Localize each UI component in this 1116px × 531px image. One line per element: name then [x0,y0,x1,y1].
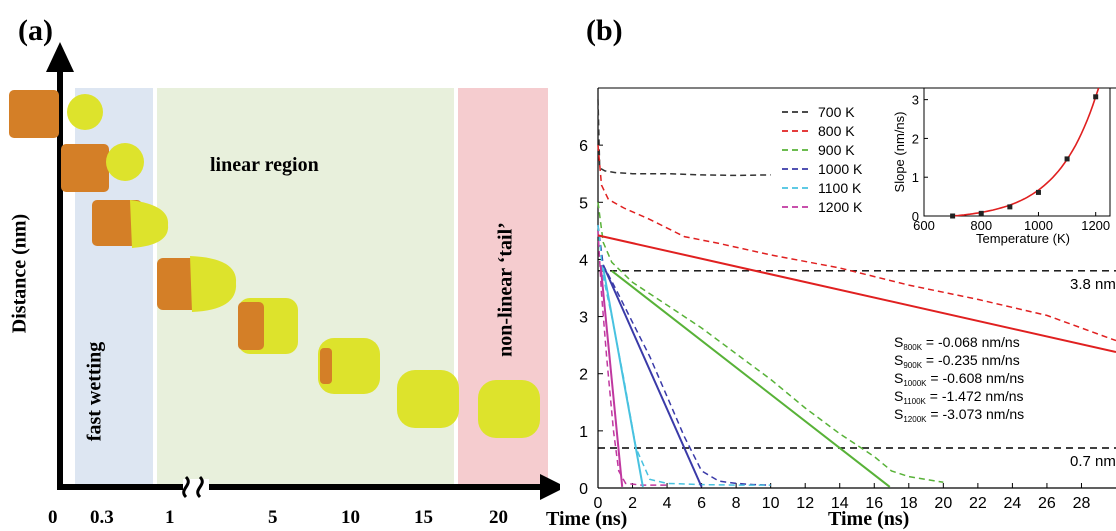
x-tick-label: 26 [1038,495,1056,512]
y-tick-label: 2 [579,367,588,384]
snapshot-3 [92,200,169,248]
inset-data-point [1064,156,1070,162]
y-tick-label: 5 [579,195,588,212]
region-label-linear: linear region [210,154,319,176]
inset-x-axis-title: Temperature (K) [976,231,1070,246]
data-series-line [597,202,944,484]
inset-data-point [1007,204,1013,210]
legend-entry: 1100 K [818,180,862,196]
inset-x-tick-label: 600 [913,218,935,233]
slope-equation: S1000K = -0.608 nm/ns [894,370,1024,388]
snapshot-8 [478,380,540,438]
inset-fit-curve [952,87,1100,217]
legend-entry: 1200 K [818,199,863,215]
data-series-line [597,99,771,177]
data-series-line [597,230,668,486]
data-series-line [597,225,771,486]
x-tick-label: 16 [865,495,883,512]
x-tick-label: 28 [1073,495,1091,512]
slope-equation: S1200K = -3.073 nm/ns [894,406,1024,424]
x-tick-label: 24 [1004,495,1022,512]
x-tick-label: 22 [969,495,987,512]
reference-line-label: 0.7 nm [1070,453,1116,470]
inset-y-tick-label: 2 [912,131,919,146]
legend-entry: 800 K [818,123,855,139]
y-tick-label: 3 [579,310,588,327]
data-series-line [597,145,1116,342]
x-tick-label: 0 [594,495,603,512]
snapshot-4 [157,256,237,312]
slope-equation: S900K = -0.235 nm/ns [894,352,1020,370]
slope-equation: S1100K = -1.472 nm/ns [894,388,1024,406]
x-tick-label: 2 [628,495,637,512]
y-tick-label: 4 [579,252,588,269]
fit-line [611,270,891,488]
panel-a-x-arrow-icon [540,474,560,500]
inset-data-point [1093,94,1099,100]
inset-y-tick-label: 0 [912,209,919,224]
panel-a-y-arrow-icon [46,42,74,72]
snapshot-7 [397,370,459,428]
snapshot-6 [318,338,380,394]
inset-x-tick-label: 1000 [1024,218,1053,233]
axis-break-mark [182,475,190,499]
y-tick-label: 6 [579,138,588,155]
reference-line-label: 3.8 nm [1070,276,1116,293]
legend-entry: 900 K [818,142,855,158]
y-tick-label: 1 [579,424,588,441]
inset-frame [923,87,1111,217]
snapshot-1 [9,90,103,138]
snapshot-5 [238,298,298,354]
inset-data-point [1035,189,1041,195]
inset-y-tick-label: 3 [912,93,919,108]
inset-data-point [950,213,956,219]
panel-a-label: (a) [18,14,53,47]
panel-b-label: (b) [586,14,623,47]
x-tick-label: 14 [831,495,849,512]
inset-x-tick-label: 1200 [1081,218,1110,233]
fit-line [597,234,1116,353]
slope-equation: S800K = -0.068 nm/ns [894,334,1020,352]
x-tick-label: 8 [732,495,741,512]
fit-line [602,264,703,488]
fit-line [599,265,624,487]
x-tick-label: 18 [900,495,918,512]
y-tick-label: 0 [579,481,588,498]
fit-line [602,267,644,488]
inset-y-tick-label: 1 [912,170,919,185]
x-tick-label: 4 [663,495,672,512]
snapshot-2 [61,143,144,192]
x-tick-label: 12 [796,495,814,512]
x-tick-label: 10 [762,495,780,512]
inset-data-point [978,210,984,216]
legend-entry: 1000 K [818,161,863,177]
panel-a-diagram [9,42,560,500]
axis-break-mark [196,475,204,499]
legend-entry: 700 K [818,104,855,120]
inset-y-axis-title: Slope (nm/ns) [892,112,907,193]
x-tick-label: 20 [934,495,952,512]
x-tick-label: 6 [697,495,706,512]
inset-x-tick-label: 800 [970,218,992,233]
